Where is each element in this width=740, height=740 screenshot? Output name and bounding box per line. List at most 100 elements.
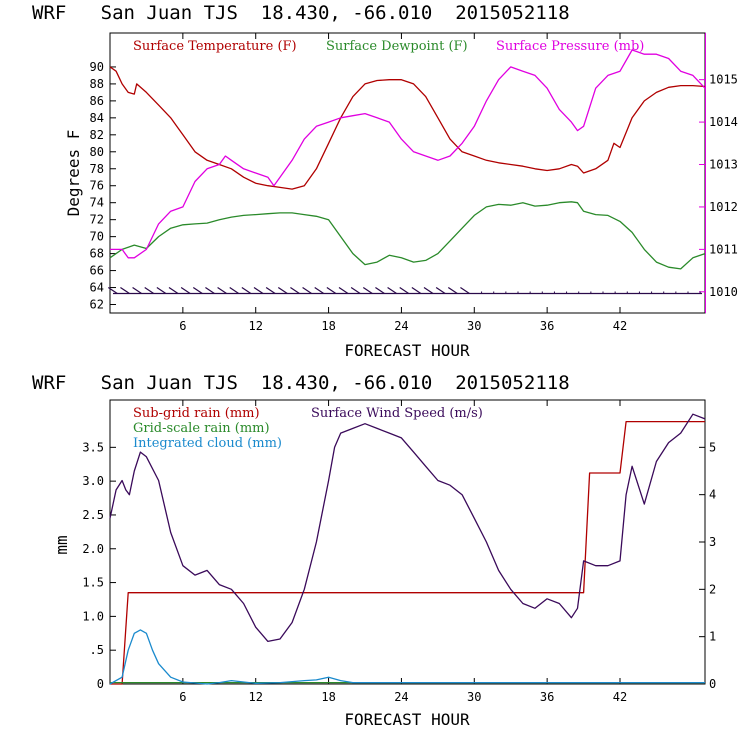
y-tick-label: 64 [90,281,104,295]
y-tick-label: 86 [90,94,104,108]
x-tick-label: 18 [321,690,335,704]
panel-2-y-axis-label: mm [52,535,71,554]
y2-tick-label: 1010 [709,285,738,299]
wind-barb [120,286,130,294]
legend-integrated-cloud: Integrated cloud (mm) [133,436,282,451]
wind-barb [411,286,422,294]
y2-tick-label: 4 [709,488,716,502]
panel-1-y-ticks: 62 64 66 68 70 72 74 76 78 80 82 84 86 88 90 [90,60,116,312]
x-tick-label: 24 [394,690,408,704]
x-tick-label: 12 [248,690,262,704]
wind-barb [290,286,300,294]
wind-barb [107,286,118,294]
y-tick-label: 68 [90,247,104,261]
legend-surface-dewpoint: Surface Dewpoint (F) [326,39,468,54]
legend-surface-pressure: Surface Pressure (mb) [496,39,644,54]
wind-barb [168,286,179,294]
legend-surface-temperature: Surface Temperature (F) [133,39,297,54]
y2-tick-label: 2 [709,582,716,596]
y2-tick-label: 1013 [709,158,738,172]
y-tick-label: 66 [90,264,104,278]
y-tick-label: 2.5 [82,508,104,522]
wind-barbs [107,286,702,295]
y-tick-label: 3.5 [82,440,104,454]
legend-grid-scale-rain: Grid-scale rain (mm) [133,421,270,436]
y-tick-label: 0 [97,677,104,691]
y-tick-label: 62 [90,298,104,312]
x-tick-label: 36 [540,319,554,333]
wind-barb [435,286,446,294]
wind-barb [217,286,227,294]
panel-1-y-axis-label: Degrees F [64,130,83,217]
y-tick-label: 80 [90,145,104,159]
y-tick-label: 3.0 [82,474,104,488]
panel-1-series [109,49,706,270]
y2-tick-label: 1012 [709,200,738,214]
legend-surface-wind-speed: Surface Wind Speed (m/s) [311,406,483,421]
y-tick-label: 72 [90,213,104,227]
wind-barb [156,286,167,294]
y2-tick-label: 0 [709,677,716,691]
panel-1-right-axis-line [705,33,706,313]
x-tick-label: 12 [248,319,262,333]
wind-barb [229,286,240,294]
y-tick-label: 78 [90,162,104,176]
surface-wind-speed-m-s-line [109,413,706,643]
panel-2-title: WRF San Juan TJS 18.430, -66.010 2015052… [32,372,570,394]
y-tick-label: 76 [90,179,104,193]
x-tick-label: 42 [613,319,627,333]
wind-barb [350,286,361,294]
y2-tick-label: 3 [709,535,716,549]
panel-2-legend: Sub-grid rain (mm) Grid-scale rain (mm) … [133,406,483,451]
legend-sub-grid-rain: Sub-grid rain (mm) [133,406,260,421]
wind-barb [423,286,434,294]
wind-barb [205,286,215,294]
wind-barb [399,286,410,294]
wind-barb [387,286,397,294]
x-tick-label: 42 [613,690,627,704]
wind-barb [180,286,191,294]
y2-tick-label: 1014 [709,115,738,129]
panel-2-series [109,413,706,685]
y-tick-label: 88 [90,77,104,91]
y-tick-label: 1.5 [82,576,104,590]
integrated-cloud-mm-line [109,629,705,685]
y-tick-label: .5 [90,643,104,657]
sub-grid-rain-mm-line [110,420,705,685]
wind-barb [314,286,325,294]
wind-barb [277,286,288,294]
y2-tick-label: 5 [709,440,716,454]
wind-barb [253,286,264,294]
panel-1-x-ticks: 6 12 18 24 30 36 42 [179,33,627,333]
panel-1-legend: Surface Temperature (F) Surface Dewpoint… [133,39,644,54]
wind-barb [338,286,349,294]
x-tick-label: 24 [394,319,408,333]
y2-tick-label: 1015 [709,73,738,87]
wind-barb [460,286,470,294]
panel-1-x-axis-label: FORECAST HOUR [344,341,470,360]
temperature-pressure-panel: WRF San Juan TJS 18.430, -66.010 2015052… [32,2,738,360]
wind-barb [265,286,276,294]
y-tick-label: 74 [90,196,104,210]
y2-tick-label: 1011 [709,242,738,256]
y-tick-label: 82 [90,128,104,142]
wind-barb [447,286,458,294]
wind-barb [375,286,385,294]
x-tick-label: 6 [179,690,186,704]
panel-2-y2-ticks: 0 1 2 3 4 5 [699,440,716,691]
panel-2-x-axis-label: FORECAST HOUR [344,710,470,729]
panel-2-y-ticks: 0 .5 1.0 1.5 2.0 2.5 3.0 3.5 [82,440,116,691]
x-tick-label: 6 [179,319,186,333]
panel-1-y2-ticks: 1010 1011 1012 1013 1014 1015 [699,73,738,299]
surface-pressure-mb-line [110,49,706,259]
y-tick-label: 84 [90,111,104,125]
y-tick-label: 90 [90,60,104,74]
x-tick-label: 30 [467,319,481,333]
y-tick-label: 2.0 [82,542,104,556]
wind-barb [192,286,203,294]
y-tick-label: 1.0 [82,609,104,623]
x-tick-label: 36 [540,690,554,704]
wind-barb [132,286,142,294]
surface-dewpoint-f-line [109,201,706,270]
